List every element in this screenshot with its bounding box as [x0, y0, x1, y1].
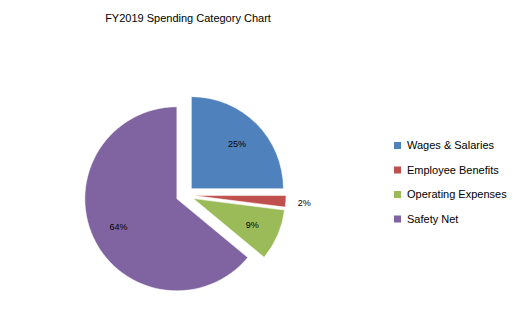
data-label: 25%	[228, 139, 246, 149]
slices	[85, 97, 286, 291]
chart: FY2019 Spending Category Chart 25% 2% 9% 64%…	[0, 0, 522, 335]
legend-label: Employee Benefits	[407, 164, 499, 176]
data-label: 64%	[110, 222, 128, 232]
slice	[85, 107, 248, 291]
data-label: 9%	[246, 220, 259, 230]
legend-swatch	[394, 167, 401, 174]
data-labels: 25% 2% 9% 64%	[110, 139, 311, 232]
slice	[191, 97, 283, 189]
legend: Wages & Salaries Employee Benefits Operati…	[394, 139, 507, 225]
legend-label: Wages & Salaries	[407, 139, 495, 151]
title: FY2019 Spending Category Chart	[105, 12, 271, 24]
legend-label: Operating Expenses	[407, 188, 507, 200]
data-label: 2%	[298, 198, 311, 208]
legend-swatch	[394, 191, 401, 198]
legend-swatch	[394, 142, 401, 149]
legend-swatch	[394, 216, 401, 223]
legend-label: Safety Net	[407, 213, 458, 225]
